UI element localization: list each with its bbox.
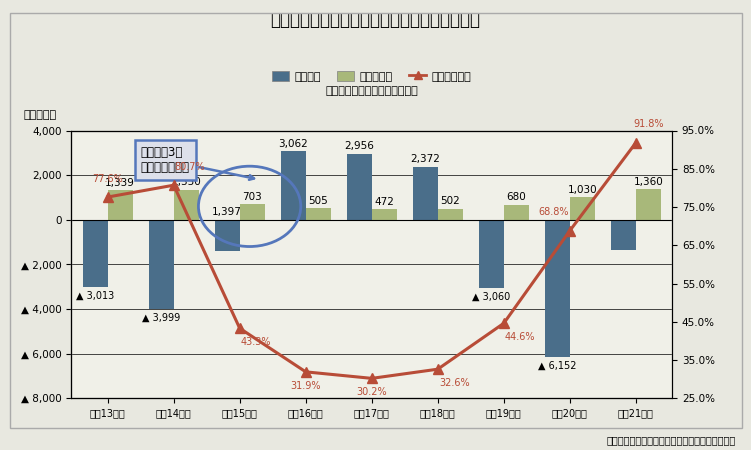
Text: 2,372: 2,372 xyxy=(410,154,440,164)
Text: 31.9%: 31.9% xyxy=(291,381,321,391)
Bar xyxy=(544,220,570,357)
Text: 77.6%: 77.6% xyxy=(92,174,123,184)
Text: 経常収支の推移及び赤字健保数: 経常収支の推移及び赤字健保数 xyxy=(325,86,418,96)
Text: 472: 472 xyxy=(374,197,394,207)
Bar xyxy=(504,205,529,220)
Text: 703: 703 xyxy=(243,192,262,202)
Text: 出所：健康保険組合連合会資料より大和総研作成: 出所：健康保険組合連合会資料より大和総研作成 xyxy=(607,436,736,446)
Bar xyxy=(306,208,330,220)
Bar xyxy=(570,197,595,220)
Text: 健康保険組合の経常収支の推移及び赤字健保数: 健康保険組合の経常収支の推移及び赤字健保数 xyxy=(270,11,481,29)
Text: 44.6%: 44.6% xyxy=(505,333,535,342)
Bar xyxy=(240,204,265,220)
Bar xyxy=(636,189,661,220)
Text: 30.2%: 30.2% xyxy=(357,387,387,397)
Text: 1,360: 1,360 xyxy=(634,177,663,187)
Bar xyxy=(173,189,199,220)
Text: ▲ 3,013: ▲ 3,013 xyxy=(76,291,114,301)
Bar xyxy=(215,220,240,251)
Text: 502: 502 xyxy=(440,196,460,206)
Bar xyxy=(347,154,372,220)
Bar xyxy=(107,190,133,220)
Bar xyxy=(281,152,306,220)
Text: 32.6%: 32.6% xyxy=(439,378,469,388)
Legend: 経常収支, 赤字組合数, 赤字組合割合: 経常収支, 赤字組合数, 赤字組合割合 xyxy=(267,67,476,86)
Text: 単位：億円: 単位：億円 xyxy=(23,110,56,120)
Text: 1,339: 1,339 xyxy=(105,178,135,188)
Text: 1,350: 1,350 xyxy=(171,177,201,187)
Text: 80.7%: 80.7% xyxy=(175,162,206,172)
Text: 43.3%: 43.3% xyxy=(241,338,271,347)
Text: ▲ 3,060: ▲ 3,060 xyxy=(472,292,511,302)
Bar xyxy=(149,220,173,309)
Text: 3,062: 3,062 xyxy=(279,139,308,149)
Bar xyxy=(478,220,504,288)
Bar xyxy=(611,220,636,250)
Bar xyxy=(372,209,397,220)
Bar xyxy=(438,208,463,220)
Text: 91.8%: 91.8% xyxy=(634,119,665,129)
Text: 2,956: 2,956 xyxy=(344,141,374,151)
Text: 68.8%: 68.8% xyxy=(538,207,569,217)
Text: 505: 505 xyxy=(309,196,328,206)
Text: 1,397: 1,397 xyxy=(213,207,242,217)
Text: 1,030: 1,030 xyxy=(568,184,597,194)
Text: ▲ 6,152: ▲ 6,152 xyxy=(538,361,577,371)
Bar xyxy=(413,167,438,220)
Bar xyxy=(83,220,107,287)
Text: 患者負担3割
総報酬制度導入: 患者負担3割 総報酬制度導入 xyxy=(140,146,254,180)
Text: 680: 680 xyxy=(506,192,526,202)
Text: ▲ 3,999: ▲ 3,999 xyxy=(142,313,180,323)
